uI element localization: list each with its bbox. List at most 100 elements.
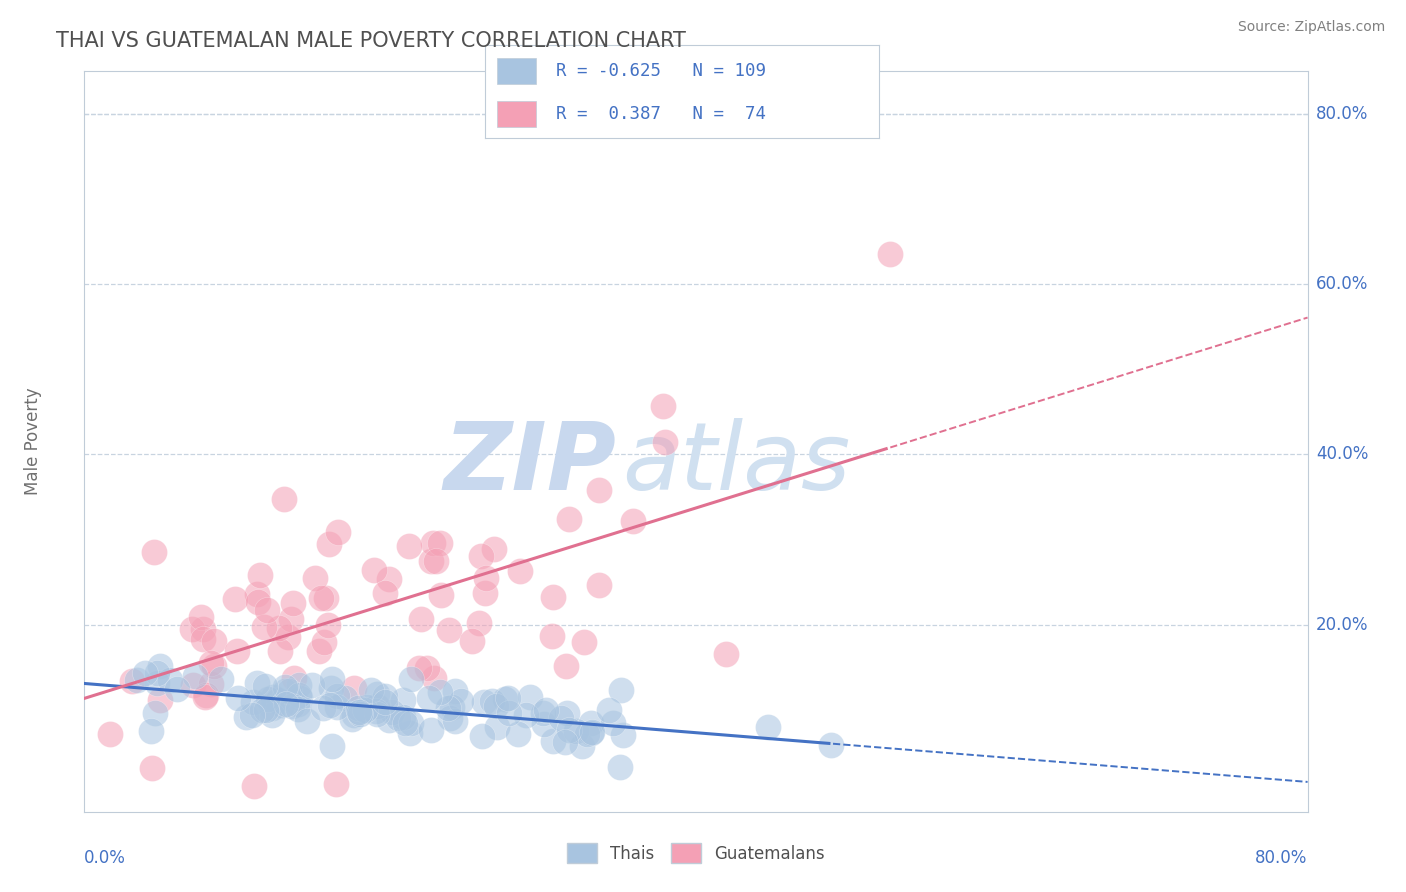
Point: [392, 693, 415, 707]
Point: [280, 612, 302, 626]
Point: [262, 701, 284, 715]
Point: [200, 656, 222, 670]
Point: [612, 728, 634, 742]
Point: [437, 624, 460, 638]
Point: [366, 704, 388, 718]
Point: [588, 578, 610, 592]
Point: [276, 697, 298, 711]
Point: [541, 590, 564, 604]
Text: THAI VS GUATEMALAN MALE POVERTY CORRELATION CHART: THAI VS GUATEMALAN MALE POVERTY CORRELAT…: [56, 31, 686, 51]
Point: [484, 541, 506, 556]
Point: [260, 708, 283, 723]
Point: [301, 677, 323, 691]
Point: [288, 690, 311, 705]
Point: [98, 727, 121, 741]
Point: [226, 644, 249, 658]
Point: [274, 680, 297, 694]
Text: 20.0%: 20.0%: [1316, 615, 1368, 633]
Point: [143, 545, 166, 559]
Point: [401, 715, 423, 730]
Point: [318, 536, 340, 550]
Text: 40.0%: 40.0%: [1316, 445, 1368, 463]
Point: [555, 706, 578, 720]
Point: [366, 707, 388, 722]
Point: [249, 567, 271, 582]
Point: [392, 710, 415, 724]
Point: [373, 586, 395, 600]
Point: [202, 659, 225, 673]
Point: [408, 661, 430, 675]
Point: [288, 678, 311, 692]
Point: [181, 678, 204, 692]
Point: [550, 711, 572, 725]
Point: [281, 596, 304, 610]
Point: [280, 698, 302, 713]
Point: [246, 587, 269, 601]
Point: [149, 693, 172, 707]
Point: [579, 725, 602, 739]
Point: [450, 694, 472, 708]
Point: [418, 690, 440, 705]
Point: [184, 669, 207, 683]
Point: [515, 708, 537, 723]
Point: [321, 739, 343, 753]
Point: [429, 685, 451, 699]
Point: [297, 714, 319, 729]
Point: [420, 723, 443, 737]
Point: [444, 684, 467, 698]
Point: [377, 713, 399, 727]
Point: [143, 706, 166, 720]
Point: [243, 779, 266, 793]
Point: [436, 701, 458, 715]
Point: [254, 703, 277, 717]
Point: [333, 691, 356, 706]
Point: [425, 554, 447, 568]
Point: [429, 536, 451, 550]
Point: [394, 716, 416, 731]
Point: [121, 673, 143, 688]
Point: [654, 435, 676, 450]
Point: [287, 698, 309, 712]
Point: [366, 687, 388, 701]
Point: [257, 692, 280, 706]
Point: [145, 665, 167, 680]
Point: [159, 673, 181, 687]
Point: [311, 591, 333, 606]
Point: [256, 603, 278, 617]
Point: [430, 588, 453, 602]
Point: [269, 644, 291, 658]
Text: R =  0.387   N =  74: R = 0.387 N = 74: [555, 105, 766, 123]
Point: [509, 564, 531, 578]
Point: [820, 738, 842, 752]
Point: [474, 586, 496, 600]
Point: [134, 666, 156, 681]
Point: [194, 690, 217, 704]
Point: [267, 621, 290, 635]
Point: [571, 739, 593, 753]
Text: Male Poverty: Male Poverty: [24, 388, 42, 495]
Point: [202, 633, 225, 648]
Point: [558, 512, 581, 526]
Point: [193, 632, 215, 646]
Point: [416, 661, 439, 675]
Point: [399, 672, 422, 686]
Point: [226, 690, 249, 705]
Point: [328, 525, 350, 540]
Point: [468, 616, 491, 631]
Point: [262, 690, 284, 705]
Text: 60.0%: 60.0%: [1316, 275, 1368, 293]
Point: [342, 681, 364, 695]
Point: [141, 724, 163, 739]
Point: [879, 247, 901, 261]
Point: [304, 570, 326, 584]
Point: [439, 711, 461, 725]
Point: [423, 671, 446, 685]
Point: [240, 707, 263, 722]
Point: [541, 733, 564, 747]
Point: [321, 672, 343, 686]
Point: [565, 724, 588, 739]
Text: 80.0%: 80.0%: [1316, 105, 1368, 123]
Point: [277, 630, 299, 644]
Text: Source: ZipAtlas.com: Source: ZipAtlas.com: [1237, 20, 1385, 34]
Point: [714, 647, 737, 661]
